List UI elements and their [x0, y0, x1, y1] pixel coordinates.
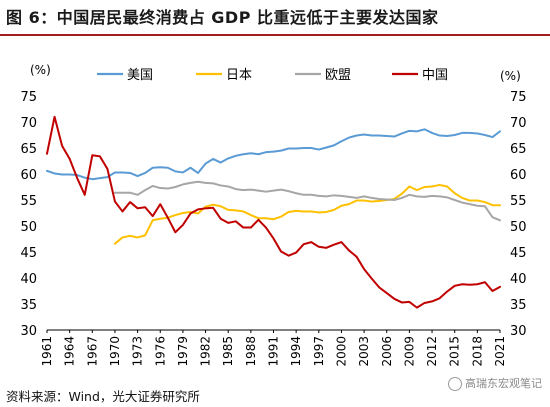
y-tick-label-right: 45: [510, 246, 527, 261]
y-tick-label-left: 70: [20, 116, 37, 131]
x-tick-label: 2009: [402, 336, 416, 367]
x-tick-label: 1961: [40, 336, 54, 367]
watermark-text: 高瑞东宏观笔记: [465, 377, 542, 390]
y-tick-label-left: 55: [20, 194, 37, 209]
x-tick-label: 2012: [425, 336, 439, 367]
x-tick-label: 2018: [470, 336, 484, 367]
page-title: 图 6：中国居民最终消费占 GDP 比重远低于主要发达国家: [6, 8, 439, 27]
x-tick-label: 2021: [493, 336, 507, 367]
legend-label-2: 日本: [226, 68, 252, 83]
y-tick-label-left: 75: [20, 90, 37, 105]
legend-label-4: 中国: [422, 68, 448, 83]
x-tick-label: 1982: [199, 336, 213, 367]
x-tick-label: 1970: [108, 336, 122, 367]
y-tick-label-right: 70: [510, 116, 527, 131]
y-tick-label-right: 30: [510, 324, 527, 339]
y-axis-unit-right: (%): [500, 69, 521, 83]
y-tick-label-left: 50: [20, 220, 37, 235]
series-line-2: [113, 183, 501, 245]
y-axis-unit-left: (%): [30, 63, 51, 77]
x-tick-label: 1988: [244, 336, 258, 367]
series-line-3: [113, 180, 501, 222]
x-tick-label: 1991: [267, 336, 281, 367]
title-divider: [0, 34, 550, 36]
x-tick-label: 1985: [221, 336, 235, 367]
y-tick-label-right: 50: [510, 220, 527, 235]
y-tick-label-right: 40: [510, 272, 527, 287]
series-line-1: [46, 128, 501, 181]
legend-label-3: 欧盟: [325, 68, 351, 83]
y-tick-label-left: 65: [20, 142, 37, 157]
y-tick-label-right: 65: [510, 142, 527, 157]
y-tick-label-left: 30: [20, 324, 37, 339]
x-tick-label: 1997: [312, 336, 326, 367]
chart-legend: 美国 日本 欧盟 中国: [97, 68, 448, 83]
y-tick-label-right: 55: [510, 194, 527, 209]
x-tick-label: 1967: [85, 336, 99, 367]
y-tick-label-right: 60: [510, 168, 527, 183]
y-tick-label-left: 45: [20, 246, 37, 261]
y-tick-label-left: 35: [20, 298, 37, 313]
watermark: 高瑞东宏观笔记: [448, 375, 542, 391]
x-tick-label: 1994: [289, 336, 303, 367]
chart-series: [46, 115, 501, 309]
wechat-icon: [448, 377, 462, 391]
x-tick-label: 1979: [176, 336, 190, 367]
y-tick-label-right: 75: [510, 90, 527, 105]
x-tick-label: 1976: [153, 336, 167, 367]
x-tick-label: 2000: [334, 336, 348, 367]
y-tick-label-left: 60: [20, 168, 37, 183]
x-tick-label: 1973: [131, 336, 145, 367]
x-tick-label: 2003: [357, 336, 371, 367]
x-tick-label: 2015: [448, 336, 462, 367]
chart-axes: 30 30 35 35 40 40 45 45 50 50 55 55 60 60 65 65 70 70 75 75…: [20, 63, 526, 367]
y-tick-label-left: 40: [20, 272, 37, 287]
source-note: 资料来源：Wind，光大证券研究所: [6, 389, 200, 404]
legend-label-1: 美国: [127, 68, 153, 83]
x-tick-label: 2006: [380, 336, 394, 367]
y-tick-label-right: 35: [510, 298, 527, 313]
series-line-4: [46, 115, 501, 309]
x-tick-label: 1964: [63, 336, 77, 367]
